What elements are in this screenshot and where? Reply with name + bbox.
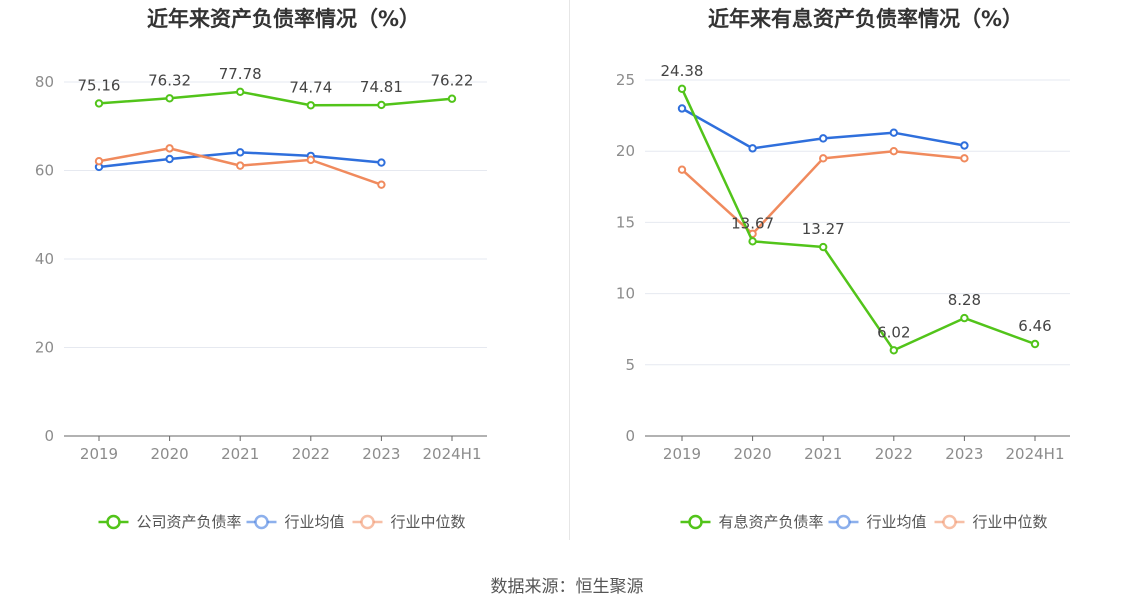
y-tick-label: 80 [35,73,54,91]
data-point[interactable] [377,158,386,167]
y-tick-label: 5 [625,356,635,374]
data-point[interactable] [819,154,828,163]
legend-marker [836,514,851,530]
data-point[interactable] [677,165,687,174]
data-point[interactable] [236,161,245,170]
x-tick-label: 2023 [362,445,400,463]
data-point[interactable] [748,237,757,246]
data-point[interactable] [94,157,104,166]
data-label: 75.16 [78,76,121,94]
data-label: 13.27 [802,220,845,238]
data-point[interactable] [889,346,898,355]
data-point[interactable] [819,134,828,143]
interest-bearing-debt-ratio-chart: 近年来有息资产负债率情况（%） 0 5 10 15 20 25 2019 2020 2021 202… [616,7,1070,531]
data-label: 76.32 [148,71,191,89]
y-tick-label: 15 [616,213,635,231]
x-tick-label: 2019 [80,445,118,463]
chart-panel-debt-ratio: 近年来资产负债率情况（%） 0 20 40 60 80 2019 2020 2021 2022 20… [0,0,567,560]
data-point[interactable] [889,147,898,156]
legend-label: 公司资产负债率 [137,513,242,531]
legend-item[interactable]: 行业均值 [246,513,345,531]
x-tick-label: 2022 [292,445,330,463]
legend-label: 行业中位数 [973,513,1048,531]
y-tick-label: 40 [35,250,54,268]
legend-item[interactable]: 有息资产负债率 [680,513,824,531]
legend-marker [254,514,269,530]
data-point[interactable] [1030,339,1040,349]
legend-item[interactable]: 公司资产负债率 [98,513,242,531]
legend-item[interactable]: 行业均值 [828,513,927,531]
y-tick-label: 10 [616,285,635,303]
x-tick-label: 2024H1 [1006,445,1065,463]
data-label: 13.67 [731,214,774,232]
data-point[interactable] [165,94,174,103]
data-label: 6.02 [877,323,910,341]
legend-marker [360,514,375,530]
x-tick-label: 2020 [734,445,772,463]
data-point[interactable] [677,104,687,113]
data-point[interactable] [819,242,828,252]
panel-divider [569,0,570,540]
y-tick-label: 20 [616,142,635,160]
data-point[interactable] [377,100,386,110]
legend-label: 行业中位数 [391,513,466,531]
chart-panel-interest-bearing-debt-ratio: 近年来有息资产负债率情况（%） 0 5 10 15 20 25 2019 2020 2021 202… [567,0,1134,560]
data-point[interactable] [165,144,174,153]
data-point[interactable] [677,84,687,94]
data-label: 6.46 [1018,317,1051,335]
data-label: 24.38 [661,62,704,80]
y-tick-label: 25 [616,71,635,89]
data-label: 74.74 [289,78,332,96]
data-point[interactable] [748,144,757,153]
legend-item[interactable]: 行业中位数 [352,513,466,531]
data-point[interactable] [889,128,898,137]
data-point[interactable] [960,154,969,163]
x-tick-label: 2022 [875,445,913,463]
data-point[interactable] [306,101,315,110]
x-tick-label: 2019 [663,445,701,463]
x-tick-label: 2024H1 [423,445,482,463]
chart-title: 近年来有息资产负债率情况（%） [708,7,1023,31]
x-tick-label: 2021 [221,445,259,463]
legend-marker [688,514,703,530]
data-label: 74.81 [360,78,403,96]
series-line [680,88,1036,352]
data-label: 76.22 [431,72,474,90]
data-label: 77.78 [219,65,262,83]
data-source-note: 数据来源：恒生聚源 [490,577,644,597]
legend-marker [942,514,957,530]
data-point[interactable] [94,99,104,108]
data-label: 8.28 [948,291,981,309]
legend-marker [106,514,121,530]
legend-label: 行业均值 [867,513,927,531]
legend-item[interactable]: 行业中位数 [934,513,1048,531]
y-tick-label: 0 [625,427,635,445]
data-point[interactable] [236,148,245,157]
chart-title: 近年来资产负债率情况（%） [147,7,420,31]
legend-label: 有息资产负债率 [719,513,824,531]
data-point[interactable] [165,154,174,164]
x-tick-label: 2020 [151,445,189,463]
data-point[interactable] [236,87,245,97]
data-point[interactable] [960,141,969,150]
data-point[interactable] [306,155,315,165]
data-point[interactable] [960,313,969,323]
y-tick-label: 20 [35,339,54,357]
debt-ratio-chart: 近年来资产负债率情况（%） 0 20 40 60 80 2019 2020 2021 2022 20… [35,7,487,531]
legend-label: 行业均值 [285,513,345,531]
data-point[interactable] [377,180,386,189]
y-tick-label: 60 [35,162,54,180]
data-point[interactable] [447,94,457,103]
series-line [98,90,453,107]
x-tick-label: 2021 [804,445,842,463]
y-tick-label: 0 [44,427,54,445]
x-tick-label: 2023 [945,445,983,463]
